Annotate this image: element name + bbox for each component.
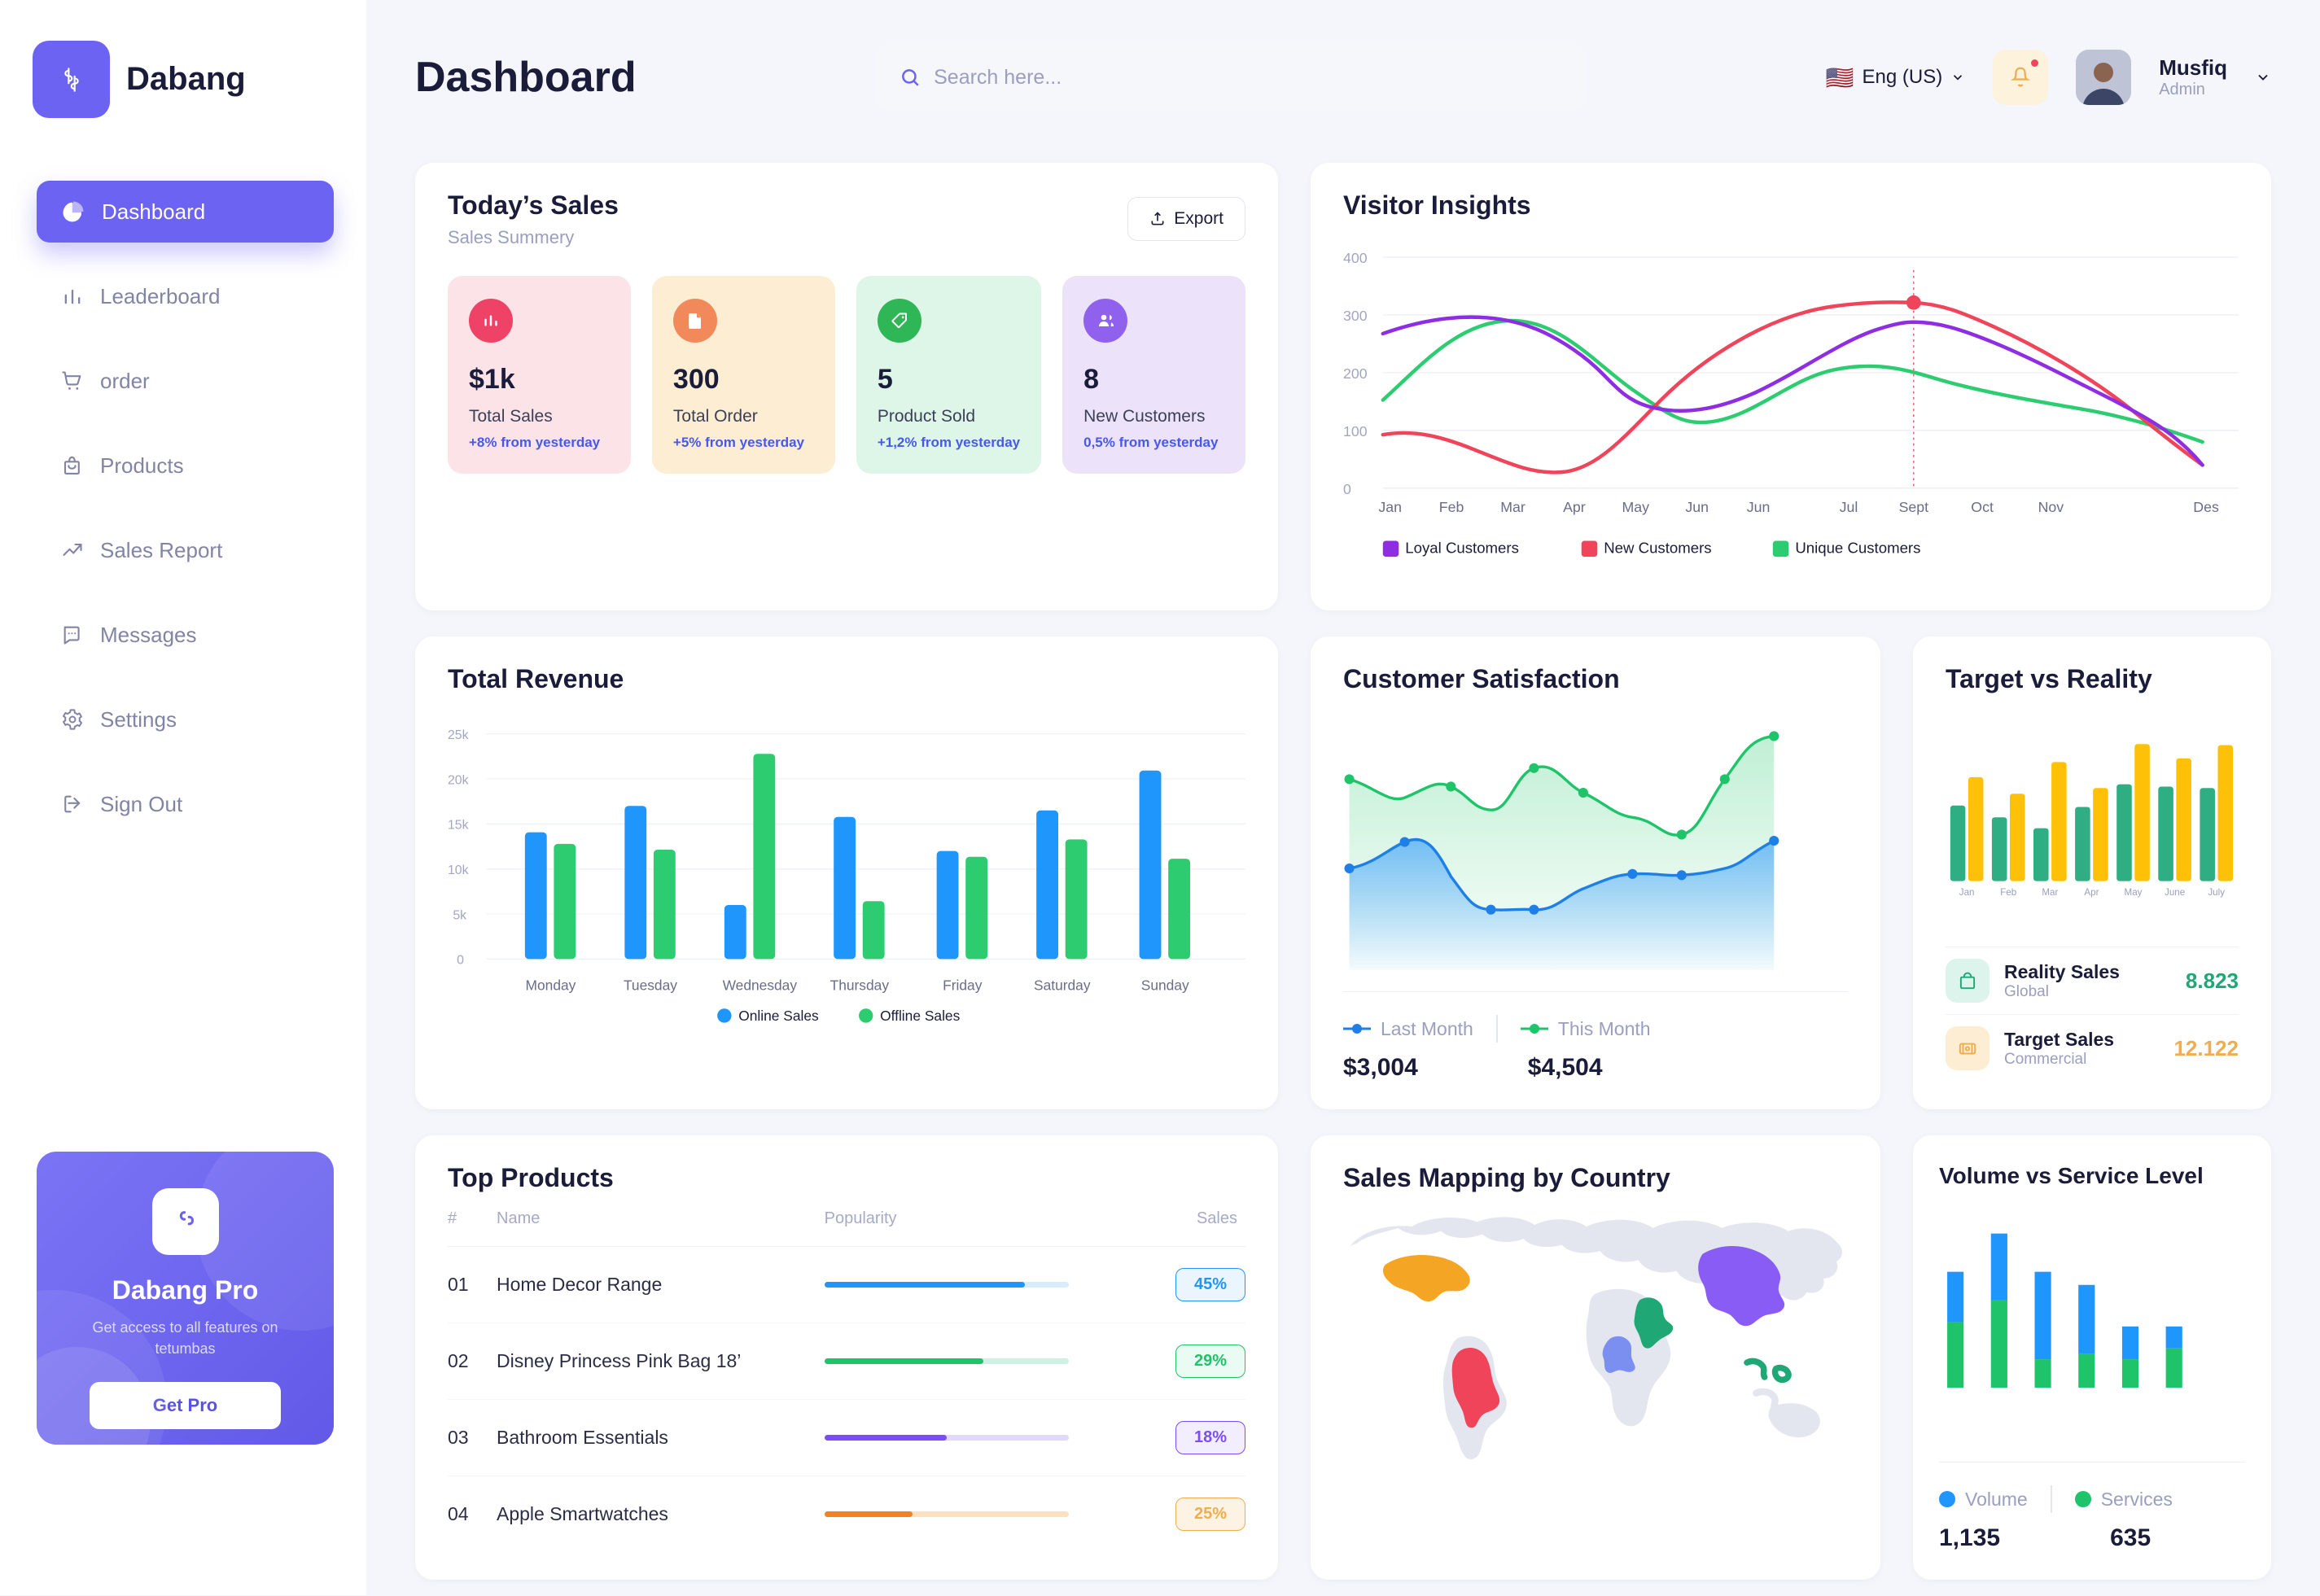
svg-text:Feb: Feb bbox=[1439, 499, 1464, 515]
svg-text:Saturday: Saturday bbox=[1034, 977, 1091, 993]
svg-text:Wednesday: Wednesday bbox=[723, 977, 798, 993]
svg-text:Sept: Sept bbox=[1899, 499, 1929, 515]
svg-text:20k: 20k bbox=[448, 773, 469, 787]
svg-text:Monday: Monday bbox=[526, 977, 576, 993]
svg-text:Jun: Jun bbox=[1747, 499, 1771, 515]
svg-text:Jan: Jan bbox=[1378, 499, 1402, 515]
svg-text:Jun: Jun bbox=[1685, 499, 1709, 515]
svg-text:Nov: Nov bbox=[2038, 499, 2064, 515]
svg-text:10k: 10k bbox=[448, 864, 469, 877]
svg-text:June: June bbox=[2165, 887, 2185, 898]
svg-text:May: May bbox=[1622, 499, 1650, 515]
svg-text:Feb: Feb bbox=[2000, 887, 2016, 898]
svg-text:Oct: Oct bbox=[1971, 499, 1994, 515]
svg-text:400: 400 bbox=[1343, 250, 1368, 266]
svg-text:Tuesday: Tuesday bbox=[624, 977, 677, 993]
svg-text:Apr: Apr bbox=[1563, 499, 1586, 515]
svg-text:5k: 5k bbox=[453, 908, 466, 922]
svg-text:15k: 15k bbox=[448, 819, 469, 833]
svg-text:July: July bbox=[2208, 887, 2225, 898]
svg-text:Friday: Friday bbox=[943, 977, 983, 993]
svg-text:Thursday: Thursday bbox=[830, 977, 890, 993]
svg-text:Sunday: Sunday bbox=[1141, 977, 1189, 993]
svg-text:Offline Sales: Offline Sales bbox=[880, 1008, 961, 1024]
svg-text:Loyal Customers: Loyal Customers bbox=[1405, 540, 1519, 557]
svg-text:25k: 25k bbox=[448, 728, 469, 742]
svg-text:200: 200 bbox=[1343, 365, 1368, 382]
svg-text:0: 0 bbox=[457, 954, 464, 968]
svg-text:Jul: Jul bbox=[1840, 499, 1858, 515]
svg-text:Unique Customers: Unique Customers bbox=[1795, 540, 1920, 557]
svg-text:Online Sales: Online Sales bbox=[738, 1008, 819, 1024]
svg-text:0: 0 bbox=[1343, 481, 1351, 497]
svg-text:Mar: Mar bbox=[1500, 499, 1526, 515]
svg-text:300: 300 bbox=[1343, 308, 1368, 324]
svg-text:May: May bbox=[2125, 887, 2143, 898]
svg-text:Des: Des bbox=[2193, 499, 2219, 515]
svg-text:Mar: Mar bbox=[2042, 887, 2058, 898]
svg-text:Jan: Jan bbox=[1959, 887, 1975, 898]
svg-text:100: 100 bbox=[1343, 423, 1368, 439]
svg-text:New Customers: New Customers bbox=[1604, 540, 1711, 557]
svg-text:Apr: Apr bbox=[2084, 887, 2099, 898]
